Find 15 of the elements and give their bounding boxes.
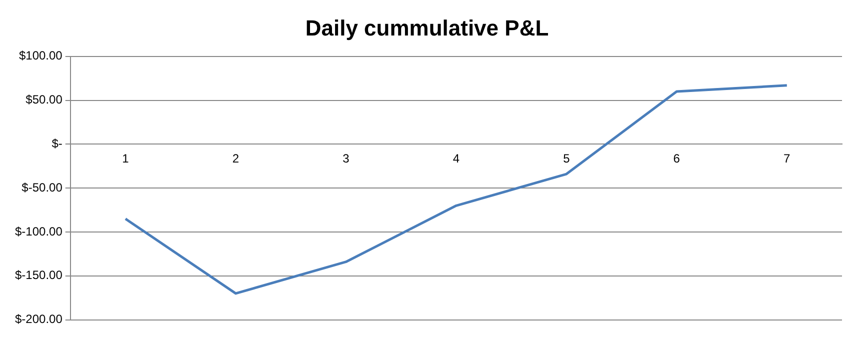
y-tick-label: $- [52, 136, 62, 151]
y-tick-label: $100.00 [18, 48, 63, 63]
y-tick-label: $50.00 [26, 92, 63, 107]
x-tick-label: 7 [784, 152, 791, 166]
x-tick-label: 6 [673, 152, 680, 166]
chart-title: Daily cummulative P&L [305, 15, 549, 40]
x-tick-label: 5 [563, 152, 570, 166]
y-tick-label: $-50.00 [22, 180, 63, 194]
y-tick-label: $-200.00 [15, 312, 63, 326]
y-tick-label: $-150.00 [15, 268, 63, 282]
x-tick-label: 2 [232, 152, 240, 166]
x-tick-label: 4 [452, 152, 460, 166]
y-tick-label: $-100.00 [15, 224, 63, 238]
x-tick-label: 1 [122, 152, 130, 166]
x-tick-label: 3 [342, 152, 350, 166]
